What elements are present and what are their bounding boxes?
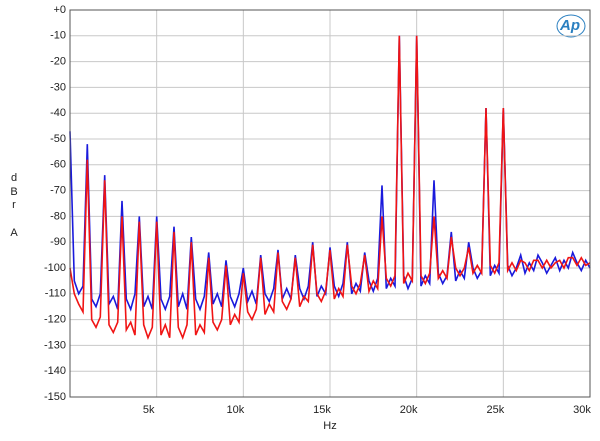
x-tick-label: 15k [313, 404, 331, 416]
x-tick-label: 5k [143, 404, 155, 416]
x-tick-label: 20k [400, 404, 418, 416]
series-line [69, 35, 591, 340]
y-tick-label: -150 [44, 391, 66, 403]
y-axis-label: B [10, 186, 17, 198]
y-tick-label: -90 [50, 236, 66, 248]
y-tick-label: -140 [44, 365, 66, 377]
y-tick-label: -110 [45, 288, 66, 300]
y-tick-label: -130 [44, 339, 66, 351]
y-tick-label: +0 [53, 4, 66, 16]
y-tick-label: -70 [50, 185, 66, 197]
y-tick-label: -40 [50, 107, 66, 119]
y-tick-label: -50 [50, 133, 66, 145]
logo: Ap [559, 17, 580, 34]
y-axis-label: r [12, 199, 16, 211]
y-tick-label: -30 [50, 81, 66, 93]
x-axis-label: Hz [323, 420, 336, 432]
y-tick-label: -60 [50, 159, 66, 171]
x-tick-label: 25k [486, 404, 504, 416]
y-tick-label: -120 [44, 314, 66, 326]
x-tick-label: 30k [573, 404, 591, 416]
y-tick-label: -80 [50, 210, 66, 222]
x-tick-label: 10k [226, 404, 244, 416]
y-tick-label: -20 [50, 56, 66, 68]
y-axis-label: A [10, 227, 18, 239]
y-tick-label: -100 [44, 262, 66, 274]
y-axis-label: d [11, 172, 17, 184]
plot-frame [69, 9, 591, 398]
y-tick-label: -10 [50, 30, 66, 42]
logo-ring [556, 14, 586, 38]
